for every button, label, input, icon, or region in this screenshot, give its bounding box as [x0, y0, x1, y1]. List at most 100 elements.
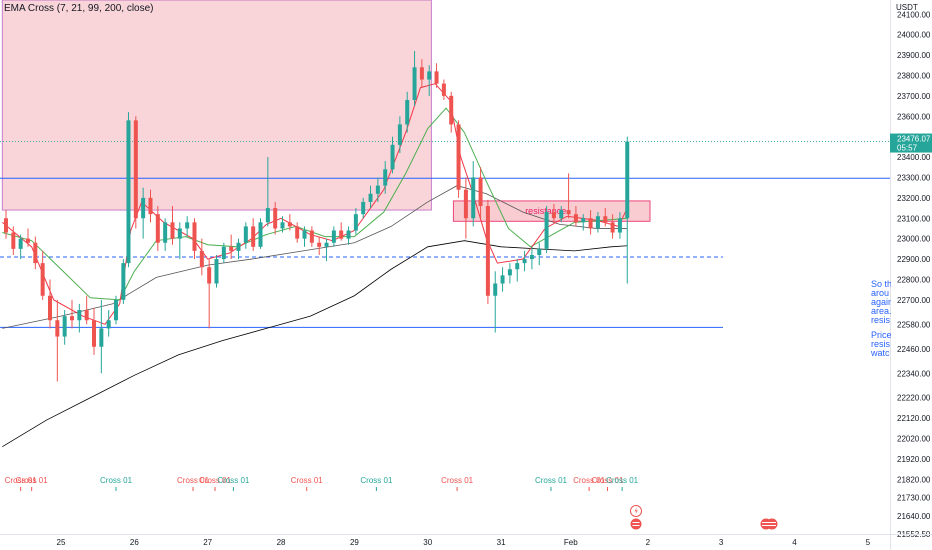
candle-body	[617, 218, 622, 233]
price-tick-label: 24100.00	[897, 10, 931, 19]
indicator-legend[interactable]: EMA Cross (7, 21, 99, 200, close)	[4, 3, 154, 14]
ema99-line	[2, 185, 628, 329]
candle-body	[339, 230, 344, 239]
ema200-line	[2, 240, 628, 448]
candle-body	[493, 283, 498, 296]
candle-body	[405, 99, 410, 125]
candle-body	[3, 218, 8, 233]
candle-body	[236, 242, 241, 251]
price-axis[interactable]: USDT 21552.5021640.0021730.0021820.00219…	[890, 0, 932, 550]
candle-body	[92, 320, 97, 347]
candle-body	[55, 320, 60, 337]
price-tick-label: 22700.00	[897, 296, 931, 305]
candle-body	[11, 232, 16, 249]
time-tick-label: 4	[792, 538, 797, 547]
us-flag-icon[interactable]	[630, 518, 642, 530]
time-tick-label: Feb	[564, 538, 578, 547]
cross-marker-label: Cross 01	[100, 476, 133, 485]
price-tick-label: 23800.00	[897, 71, 931, 80]
time-tick-label: 29	[350, 538, 359, 547]
time-tick-label: 31	[497, 538, 506, 547]
candle-body	[148, 197, 153, 215]
price-tick-label: 21820.00	[897, 475, 931, 484]
price-tick-label: 22580.00	[897, 320, 931, 329]
candle-body	[419, 67, 424, 80]
candle-body	[70, 316, 75, 321]
candle-body	[302, 230, 307, 239]
candle-body	[324, 242, 329, 247]
last-price-countdown: 05:57	[897, 144, 918, 153]
note-line: So the	[871, 280, 891, 289]
note-line: resis	[871, 315, 891, 325]
candle-body	[471, 177, 476, 219]
cross-marker-label: Cross 01	[360, 476, 393, 485]
candle-body	[170, 222, 175, 239]
event-icons-layer	[630, 505, 778, 530]
price-tick-label: 23900.00	[897, 51, 931, 60]
candle-body	[625, 141, 630, 219]
note-line: resis	[871, 339, 891, 349]
candle-body	[544, 212, 549, 249]
note-line: arou	[871, 288, 890, 298]
price-tick-label: 23300.00	[897, 173, 931, 182]
candle-body	[449, 95, 454, 125]
candle-body	[121, 263, 126, 300]
candle-body	[317, 242, 322, 247]
price-tick-label: 22900.00	[897, 255, 931, 264]
candle-body	[500, 275, 505, 284]
price-axis-background	[890, 0, 932, 550]
candle-body	[463, 189, 468, 219]
candle-body	[478, 177, 483, 207]
note-line: area.	[871, 306, 891, 316]
candle-body	[229, 246, 234, 251]
us-flag-icon[interactable]	[766, 518, 778, 530]
candle-body	[221, 246, 226, 260]
candle-body	[163, 222, 168, 243]
us-flag-stripe-icon	[632, 525, 640, 526]
price-tick-label: 22800.00	[897, 275, 931, 284]
candle-body	[537, 248, 542, 255]
candle-body	[295, 226, 300, 239]
candle-body	[515, 263, 520, 270]
candle-body	[18, 238, 23, 249]
note-line: watc	[871, 348, 890, 358]
candle-body	[551, 212, 556, 219]
time-tick-label: 28	[277, 538, 286, 547]
candle-body	[595, 216, 600, 229]
time-tick-label: 3	[719, 538, 724, 547]
candle-body	[77, 310, 82, 321]
time-tick-label: 30	[423, 538, 432, 547]
price-tick-label: 21920.00	[897, 455, 931, 464]
note-line: again	[871, 297, 891, 307]
us-flag-stripe-icon	[632, 522, 640, 523]
price-tick-label: 21730.00	[897, 494, 931, 503]
candle-body	[287, 222, 292, 227]
price-tick-label: 23400.00	[897, 153, 931, 162]
us-flag-stripe-icon	[762, 525, 776, 526]
candle-body	[456, 124, 461, 190]
last-price-badge: 23476.07 05:57	[890, 133, 932, 153]
candle-body	[610, 222, 615, 233]
price-tick-label: 23100.00	[897, 214, 931, 223]
cross-marker-label: Cross 01	[217, 476, 250, 485]
time-axis[interactable]: 25 26 27 28 29 30 31 Feb 2 3 4 5	[0, 534, 932, 548]
candle-body	[114, 299, 119, 321]
price-tick-label: 23000.00	[897, 235, 931, 244]
candle-body	[581, 218, 586, 223]
candle-body	[258, 222, 263, 247]
candle-body	[62, 316, 67, 337]
last-price-value: 23476.07	[897, 135, 931, 144]
candle-body	[434, 71, 439, 84]
time-tick-label: 5	[866, 538, 871, 547]
candle-body	[375, 185, 380, 194]
cross-marker-label: Cross 01	[441, 476, 474, 485]
candle-body	[133, 120, 138, 219]
candle-body	[84, 310, 89, 321]
candle-body	[390, 144, 395, 170]
candle-body	[566, 210, 571, 215]
candle-body	[47, 295, 52, 321]
candle-body	[588, 218, 593, 229]
candle-body	[265, 208, 270, 223]
candle-body	[207, 267, 212, 284]
